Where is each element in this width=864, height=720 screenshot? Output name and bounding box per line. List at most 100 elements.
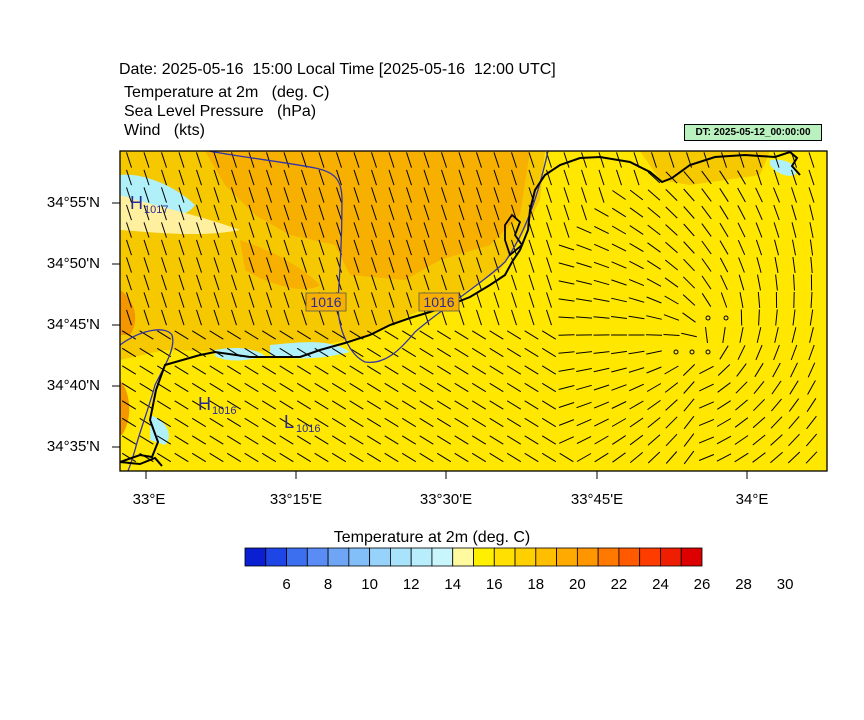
wind-barb xyxy=(261,365,277,375)
wind-barb xyxy=(476,257,482,273)
wind-barb xyxy=(681,332,697,338)
wind-barb xyxy=(178,152,185,168)
wind-barb xyxy=(721,152,727,168)
wind-barb xyxy=(419,347,434,358)
wind-barb xyxy=(663,334,680,336)
wind-barb xyxy=(576,226,592,234)
wind-barb xyxy=(248,292,255,308)
wind-barb xyxy=(647,260,661,270)
wind-barb xyxy=(806,398,817,412)
wind-barb xyxy=(301,204,307,221)
wind-barb xyxy=(178,222,185,238)
cool-patch-ne xyxy=(770,159,796,176)
wind-barb xyxy=(336,169,342,186)
wind-barb xyxy=(296,347,312,358)
wind-barb xyxy=(563,204,570,221)
wind-barb xyxy=(646,296,662,304)
lon-label-5: 34°E xyxy=(735,491,769,508)
colorbar-tick-label: 8 xyxy=(323,576,333,593)
wind-barb xyxy=(541,435,557,445)
colorbar-tick-label: 20 xyxy=(569,576,586,593)
wind-barb xyxy=(139,435,154,445)
wind-barb xyxy=(366,452,382,463)
wind-barb xyxy=(121,330,137,340)
wind-barb xyxy=(436,382,452,393)
wind-barb xyxy=(126,239,132,256)
wind-barb xyxy=(476,204,482,221)
wind-barb xyxy=(423,204,430,221)
wind-barb xyxy=(506,365,522,375)
wind-barb xyxy=(493,152,500,168)
wind-barb xyxy=(698,454,715,461)
wind-barb xyxy=(774,239,779,256)
wind-barb xyxy=(808,152,815,168)
wind-barb xyxy=(436,417,452,428)
wind-barb xyxy=(161,187,167,203)
wind-barb xyxy=(231,257,237,273)
wind-barb xyxy=(528,257,535,273)
wind-barb xyxy=(511,274,517,291)
wind-barb xyxy=(213,309,220,326)
wind-barb xyxy=(209,417,224,428)
wind-barb xyxy=(524,400,539,410)
wind-barb xyxy=(611,207,627,218)
wind-barb xyxy=(701,275,712,290)
wind-barb xyxy=(419,417,434,428)
wind-barb xyxy=(139,330,154,340)
variable-wind: Wind (kts) xyxy=(124,122,205,139)
wind-barb xyxy=(458,309,465,326)
wind-barb xyxy=(612,452,626,463)
wind-barb xyxy=(792,257,796,273)
wind-barb xyxy=(773,169,780,186)
wind-barb xyxy=(646,350,662,355)
wind-barb xyxy=(758,309,760,326)
wind-barb xyxy=(611,367,627,373)
wind-barb xyxy=(231,274,237,291)
wind-barb xyxy=(789,380,799,395)
wind-barb xyxy=(174,452,189,463)
wind-barb xyxy=(231,222,237,238)
wind-barb xyxy=(476,239,482,256)
wind-barb xyxy=(178,239,185,256)
wind-barb xyxy=(493,239,500,256)
wind-barb xyxy=(646,383,662,392)
wind-barb xyxy=(719,222,729,238)
wind-barb xyxy=(541,400,557,410)
wind-barb xyxy=(489,435,504,445)
high-center-1-value: 1017 xyxy=(144,204,168,216)
wind-barb xyxy=(698,436,715,444)
wind-barb xyxy=(401,347,417,358)
wind-barb xyxy=(331,452,347,463)
wind-barb xyxy=(213,152,220,168)
wind-barb xyxy=(489,347,504,358)
wind-barb xyxy=(266,292,272,308)
wind-barb xyxy=(646,315,662,320)
wind-barb xyxy=(301,257,307,273)
wind-barb xyxy=(772,362,781,378)
wind-barb xyxy=(770,416,783,429)
wind-barb xyxy=(576,401,592,409)
wind-barb xyxy=(401,365,417,375)
colorbar-swatch xyxy=(431,547,454,567)
wind-barb xyxy=(808,169,815,186)
lat-label-5: 34°35'N xyxy=(46,438,100,455)
wind-barb xyxy=(388,222,395,238)
wind-barb xyxy=(121,347,137,358)
wind-barb xyxy=(336,222,342,238)
wind-barb xyxy=(196,187,202,203)
wind-barb xyxy=(248,152,255,168)
wind-barb xyxy=(558,316,575,319)
wind-barb xyxy=(792,309,796,326)
wind-barb xyxy=(331,382,347,393)
wind-barb xyxy=(458,169,465,186)
wind-barb xyxy=(628,297,645,303)
wind-barb xyxy=(511,292,517,308)
wind-barb xyxy=(406,292,412,308)
wind-barb xyxy=(664,295,679,305)
wind-barb xyxy=(371,187,377,203)
wind-barb xyxy=(366,365,382,375)
wind-barb xyxy=(318,239,325,256)
wind-barb xyxy=(384,365,399,375)
wind-barb xyxy=(174,417,189,428)
wind-barb xyxy=(318,257,325,273)
